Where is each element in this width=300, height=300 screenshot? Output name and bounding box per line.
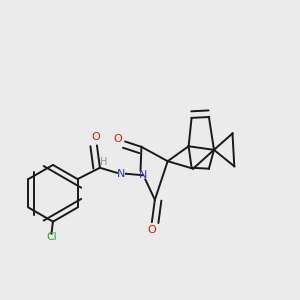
Text: O: O xyxy=(148,226,156,236)
Text: N: N xyxy=(139,170,147,180)
Text: O: O xyxy=(91,132,100,142)
Text: O: O xyxy=(113,134,122,144)
Text: H: H xyxy=(100,157,107,167)
Text: Cl: Cl xyxy=(46,232,57,242)
Text: N: N xyxy=(117,169,126,179)
